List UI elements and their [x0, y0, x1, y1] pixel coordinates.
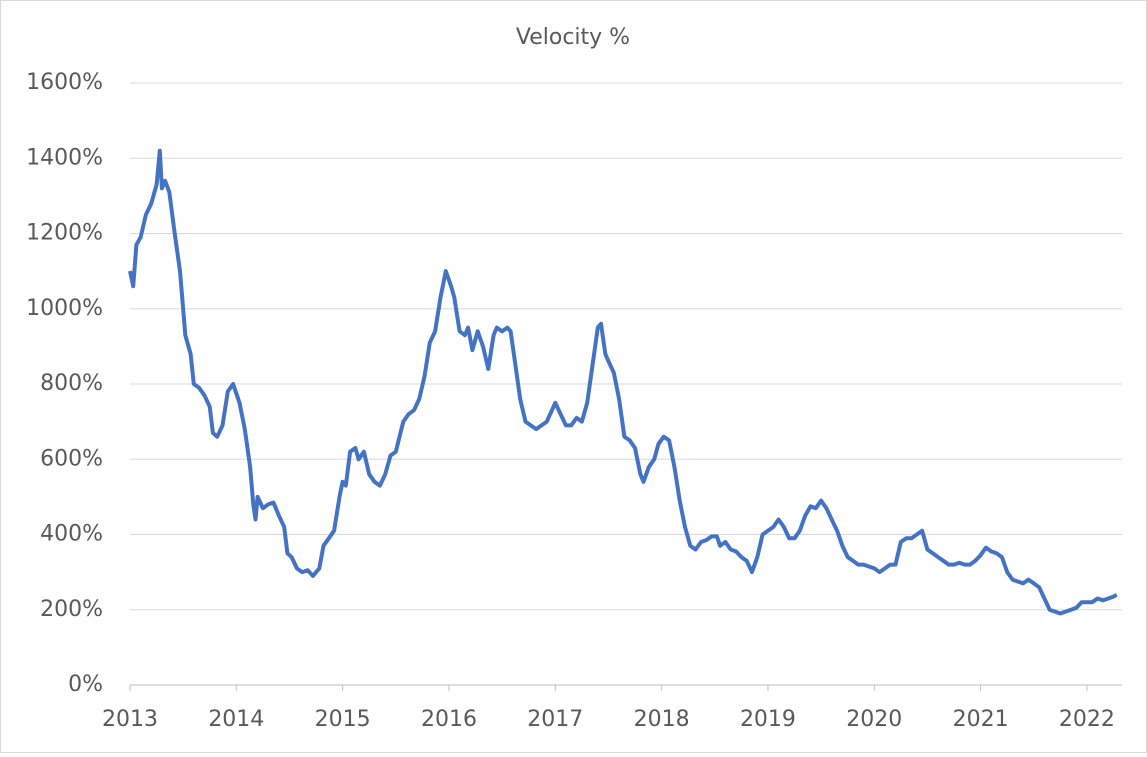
- data-line: [128, 148, 1118, 616]
- x-tick-label: 2020: [846, 707, 902, 732]
- y-tick-label: 400%: [40, 522, 103, 547]
- x-tick-label: 2013: [102, 707, 158, 732]
- y-tick-label: 200%: [40, 597, 103, 622]
- y-tick-label: 1600%: [26, 70, 103, 95]
- x-tick-label: 2022: [1059, 707, 1115, 732]
- y-tick-label: 1400%: [26, 145, 103, 170]
- y-tick-label: 1000%: [26, 296, 103, 321]
- x-tick-label: 2018: [634, 707, 690, 732]
- x-tick-label: 2021: [953, 707, 1009, 732]
- x-tick-label: 2019: [740, 707, 796, 732]
- x-tick-label: 2014: [208, 707, 264, 732]
- x-tick-label: 2017: [527, 707, 583, 732]
- y-tick-label: 800%: [40, 371, 103, 396]
- x-tick-label: 2015: [315, 707, 371, 732]
- x-tick-label: 2016: [421, 707, 477, 732]
- y-tick-label: 1200%: [26, 221, 103, 246]
- chart-title: Velocity %: [516, 25, 630, 50]
- y-tick-label: 600%: [40, 446, 103, 471]
- y-tick-label: 0%: [68, 672, 103, 697]
